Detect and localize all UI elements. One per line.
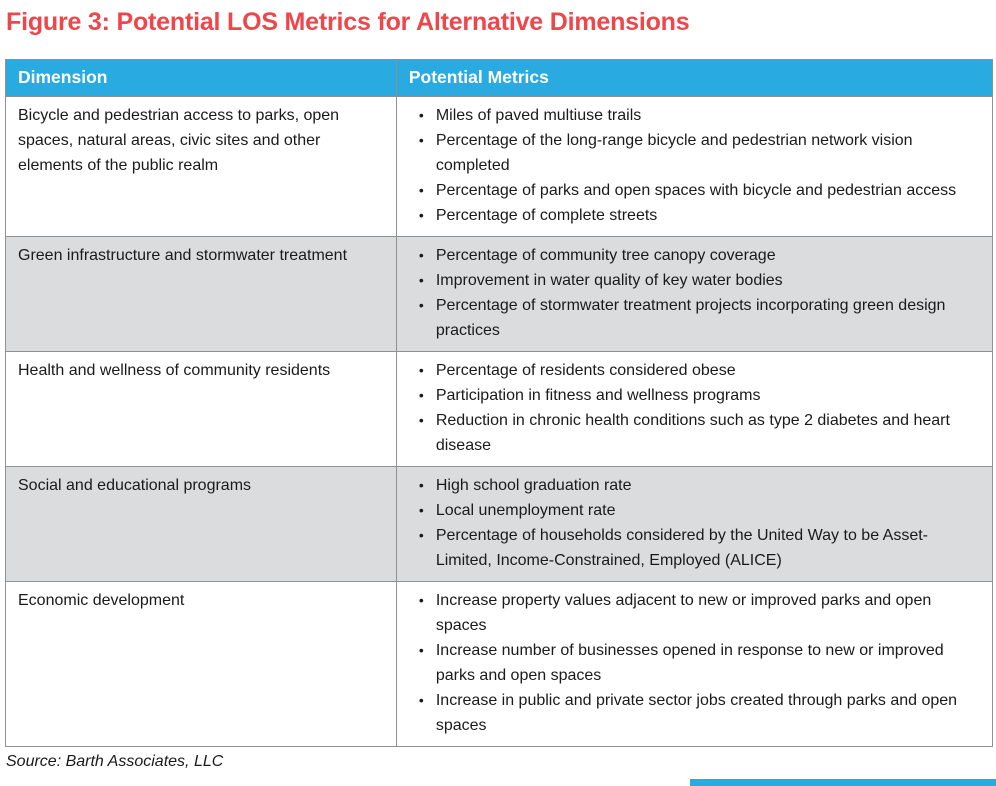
column-header-potential-metrics: Potential Metrics [395, 59, 994, 97]
metrics-list: High school graduation rate Local unempl… [409, 473, 982, 573]
dimension-cell: Social and educational programs [5, 466, 397, 582]
metrics-list: Increase property values adjacent to new… [409, 588, 982, 738]
metrics-cell: Increase property values adjacent to new… [395, 581, 994, 747]
figure-title: Figure 3: Potential LOS Metrics for Alte… [6, 8, 690, 36]
metric-item: High school graduation rate [419, 473, 982, 498]
metric-item: Percentage of complete streets [419, 203, 982, 228]
metric-item: Participation in fitness and wellness pr… [419, 383, 982, 408]
los-metrics-table: Dimension Potential Metrics Bicycle and … [5, 59, 994, 747]
metric-item: Increase number of businesses opened in … [419, 638, 982, 688]
metric-item: Increase in public and private sector jo… [419, 688, 982, 738]
metric-item: Local unemployment rate [419, 498, 982, 523]
dimension-cell: Economic development [5, 581, 397, 747]
table-row: Green infrastructure and stormwater trea… [5, 236, 994, 352]
metric-item: Percentage of stormwater treatment proje… [419, 293, 982, 343]
metrics-list: Percentage of residents considered obese… [409, 358, 982, 458]
table-row: Bicycle and pedestrian access to parks, … [5, 96, 994, 237]
metric-item: Percentage of parks and open spaces with… [419, 178, 982, 203]
metric-item: Percentage of households considered by t… [419, 523, 982, 573]
metrics-cell: High school graduation rate Local unempl… [395, 466, 994, 582]
metric-item: Improvement in water quality of key wate… [419, 268, 982, 293]
dimension-cell: Green infrastructure and stormwater trea… [5, 236, 397, 352]
metric-item: Percentage of community tree canopy cove… [419, 243, 982, 268]
metric-item: Increase property values adjacent to new… [419, 588, 982, 638]
metrics-list: Percentage of community tree canopy cove… [409, 243, 982, 343]
footer-accent-bar [690, 779, 996, 786]
table-row: Health and wellness of community residen… [5, 351, 994, 467]
metric-item: Percentage of the long-range bicycle and… [419, 128, 982, 178]
metric-item: Miles of paved multiuse trails [419, 103, 982, 128]
metrics-list: Miles of paved multiuse trails Percentag… [409, 103, 982, 228]
metrics-cell: Percentage of residents considered obese… [395, 351, 994, 467]
metrics-cell: Percentage of community tree canopy cove… [395, 236, 994, 352]
metric-item: Reduction in chronic health conditions s… [419, 408, 982, 458]
metric-item: Percentage of residents considered obese [419, 358, 982, 383]
table-row: Social and educational programs High sch… [5, 466, 994, 582]
column-header-dimension: Dimension [5, 59, 397, 97]
table-row: Economic development Increase property v… [5, 581, 994, 747]
source-note: Source: Barth Associates, LLC [6, 753, 224, 770]
table-header-row: Dimension Potential Metrics [5, 59, 994, 97]
dimension-cell: Health and wellness of community residen… [5, 351, 397, 467]
metrics-cell: Miles of paved multiuse trails Percentag… [395, 96, 994, 237]
dimension-cell: Bicycle and pedestrian access to parks, … [5, 96, 397, 237]
